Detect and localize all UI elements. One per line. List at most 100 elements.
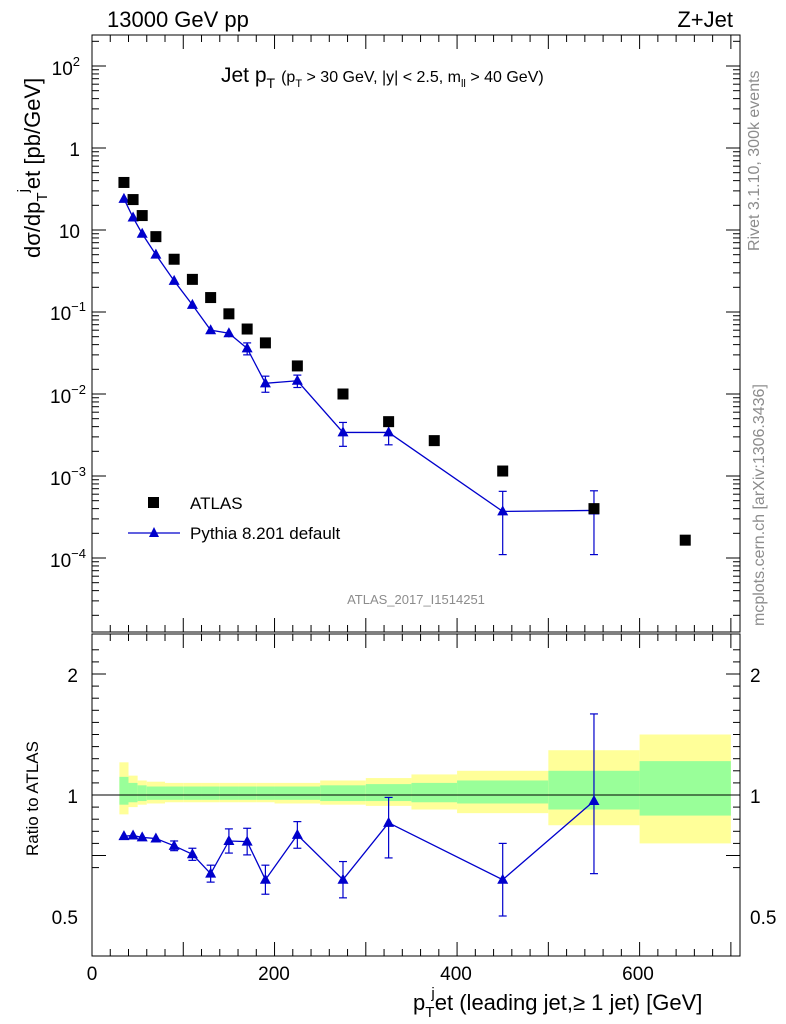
ratio-point bbox=[205, 867, 217, 878]
ratio-point bbox=[383, 816, 395, 827]
atlas-point bbox=[383, 416, 395, 428]
band-green bbox=[128, 782, 138, 803]
header-collision: 13000 GeV pp bbox=[107, 7, 249, 32]
band-green bbox=[201, 786, 220, 800]
pythia-point bbox=[168, 274, 180, 285]
pythia-point bbox=[205, 324, 217, 335]
pythia-point bbox=[241, 342, 253, 353]
pythia-point bbox=[291, 374, 303, 385]
pythia-point bbox=[118, 192, 130, 203]
ratio-tick-label-05-right: 0.5 bbox=[750, 908, 776, 929]
atlas-point bbox=[679, 534, 691, 546]
band-green bbox=[165, 786, 184, 800]
ratio-clipped-group bbox=[118, 713, 600, 917]
ratio-tick-label-05-left: 0.5 bbox=[52, 908, 78, 929]
ratio-tick-label-2-left: 2 bbox=[67, 666, 78, 687]
band-green bbox=[183, 786, 202, 800]
pythia-point bbox=[259, 377, 271, 388]
x-tick-label-200: 200 bbox=[258, 964, 290, 985]
ratio-point bbox=[136, 831, 148, 842]
atlas-point bbox=[337, 388, 349, 400]
y-tick-label-1e2: 102 bbox=[52, 54, 80, 80]
ratio-uncertainty-bands bbox=[92, 734, 740, 844]
pythia-point bbox=[127, 211, 139, 222]
band-green bbox=[411, 782, 458, 803]
main-plot-frame bbox=[91, 34, 741, 633]
band-green bbox=[146, 786, 166, 800]
ratio-plot-data bbox=[118, 713, 600, 917]
header-process: Z+Jet bbox=[677, 7, 733, 32]
band-green bbox=[320, 785, 366, 802]
y-axis-label-ratio: Ratio to ATLAS bbox=[23, 741, 42, 856]
ratio-point bbox=[127, 829, 139, 840]
ratio-tick-label-1-left: 1 bbox=[67, 787, 78, 808]
pythia-point bbox=[497, 505, 509, 516]
band-green bbox=[365, 784, 412, 802]
x-tick-label-400: 400 bbox=[440, 964, 472, 985]
atlas-point bbox=[588, 503, 600, 515]
pythia-point bbox=[136, 227, 148, 238]
y-tick-label-1e1: 1 bbox=[69, 140, 80, 161]
ratio-point bbox=[241, 835, 253, 846]
ratio-point bbox=[291, 828, 303, 839]
band-green bbox=[457, 780, 549, 804]
ratio-point bbox=[150, 832, 162, 843]
pythia-point bbox=[186, 298, 198, 309]
pythia-point bbox=[337, 426, 349, 437]
y-tick-label-1e0: 10 bbox=[59, 222, 80, 243]
legend-pythia-label: Pythia 8.201 default bbox=[190, 524, 341, 543]
pythia-point bbox=[223, 327, 235, 338]
atlas-point bbox=[205, 292, 217, 304]
atlas-point bbox=[241, 323, 253, 335]
mcplots-label: mcplots.cern.ch [arXiv:1306.3436] bbox=[751, 384, 768, 626]
y-tick-label-1e-4: 10−4 bbox=[50, 546, 86, 572]
atlas-point bbox=[118, 176, 130, 188]
x-tick-label-0: 0 bbox=[87, 964, 98, 985]
ratio-point bbox=[497, 873, 509, 884]
axis-ticks bbox=[91, 35, 740, 956]
pythia-point bbox=[383, 426, 395, 437]
band-green bbox=[639, 761, 731, 816]
legend: ATLAS Pythia 8.201 default bbox=[128, 494, 341, 543]
y-tick-label-1e-2: 10−2 bbox=[50, 382, 86, 408]
legend-atlas-label: ATLAS bbox=[190, 494, 243, 513]
pythia-line bbox=[123, 198, 594, 513]
y-tick-label-1e-3: 10−3 bbox=[50, 464, 86, 490]
atlas-point bbox=[168, 253, 180, 265]
ratio-point bbox=[118, 830, 130, 841]
atlas-point bbox=[186, 273, 198, 285]
band-green bbox=[219, 786, 239, 800]
x-axis-label: pTjet (leading jet,≥ 1 jet) [GeV] bbox=[413, 985, 702, 1021]
main-plot-data bbox=[118, 176, 691, 556]
y-tick-label-1e-1: 10−1 bbox=[50, 299, 86, 325]
atlas-point bbox=[136, 210, 148, 222]
ratio-point bbox=[168, 839, 180, 850]
legend-atlas-marker bbox=[148, 497, 159, 508]
rivet-version-label: Rivet 3.1.10, 300k events bbox=[746, 70, 763, 251]
analysis-id: ATLAS_2017_I1514251 bbox=[347, 592, 485, 607]
ratio-tick-label-1-right: 1 bbox=[750, 787, 761, 808]
ratio-point bbox=[186, 848, 198, 859]
band-green bbox=[119, 776, 129, 805]
atlas-point bbox=[428, 435, 440, 447]
ratio-point bbox=[588, 795, 600, 806]
atlas-point bbox=[223, 308, 235, 320]
ratio-tick-label-2-right: 2 bbox=[750, 666, 761, 687]
atlas-point bbox=[150, 231, 162, 243]
atlas-point bbox=[259, 337, 271, 349]
pythia-point bbox=[150, 248, 162, 259]
band-green bbox=[274, 786, 321, 800]
legend-pythia-marker bbox=[149, 527, 159, 537]
y-axis-label-main: dσ/dpTjet [pb/GeV] bbox=[15, 78, 51, 258]
x-tick-labels: 0 200 400 600 bbox=[87, 964, 654, 985]
band-green bbox=[256, 786, 275, 800]
band-green bbox=[238, 786, 257, 800]
ratio-point bbox=[337, 873, 349, 884]
ratio-point bbox=[223, 834, 235, 845]
main-y-tick-labels: 102 1 10 10−1 10−2 10−3 10−4 bbox=[50, 54, 86, 572]
atlas-point bbox=[127, 194, 139, 206]
ratio-point bbox=[259, 873, 271, 884]
plot-title: Jet pT (pT > 30 GeV, |y| < 2.5, mll > 40 … bbox=[221, 64, 544, 91]
ratio-y-tick-labels: 2 1 0.5 2 1 0.5 bbox=[52, 666, 777, 929]
